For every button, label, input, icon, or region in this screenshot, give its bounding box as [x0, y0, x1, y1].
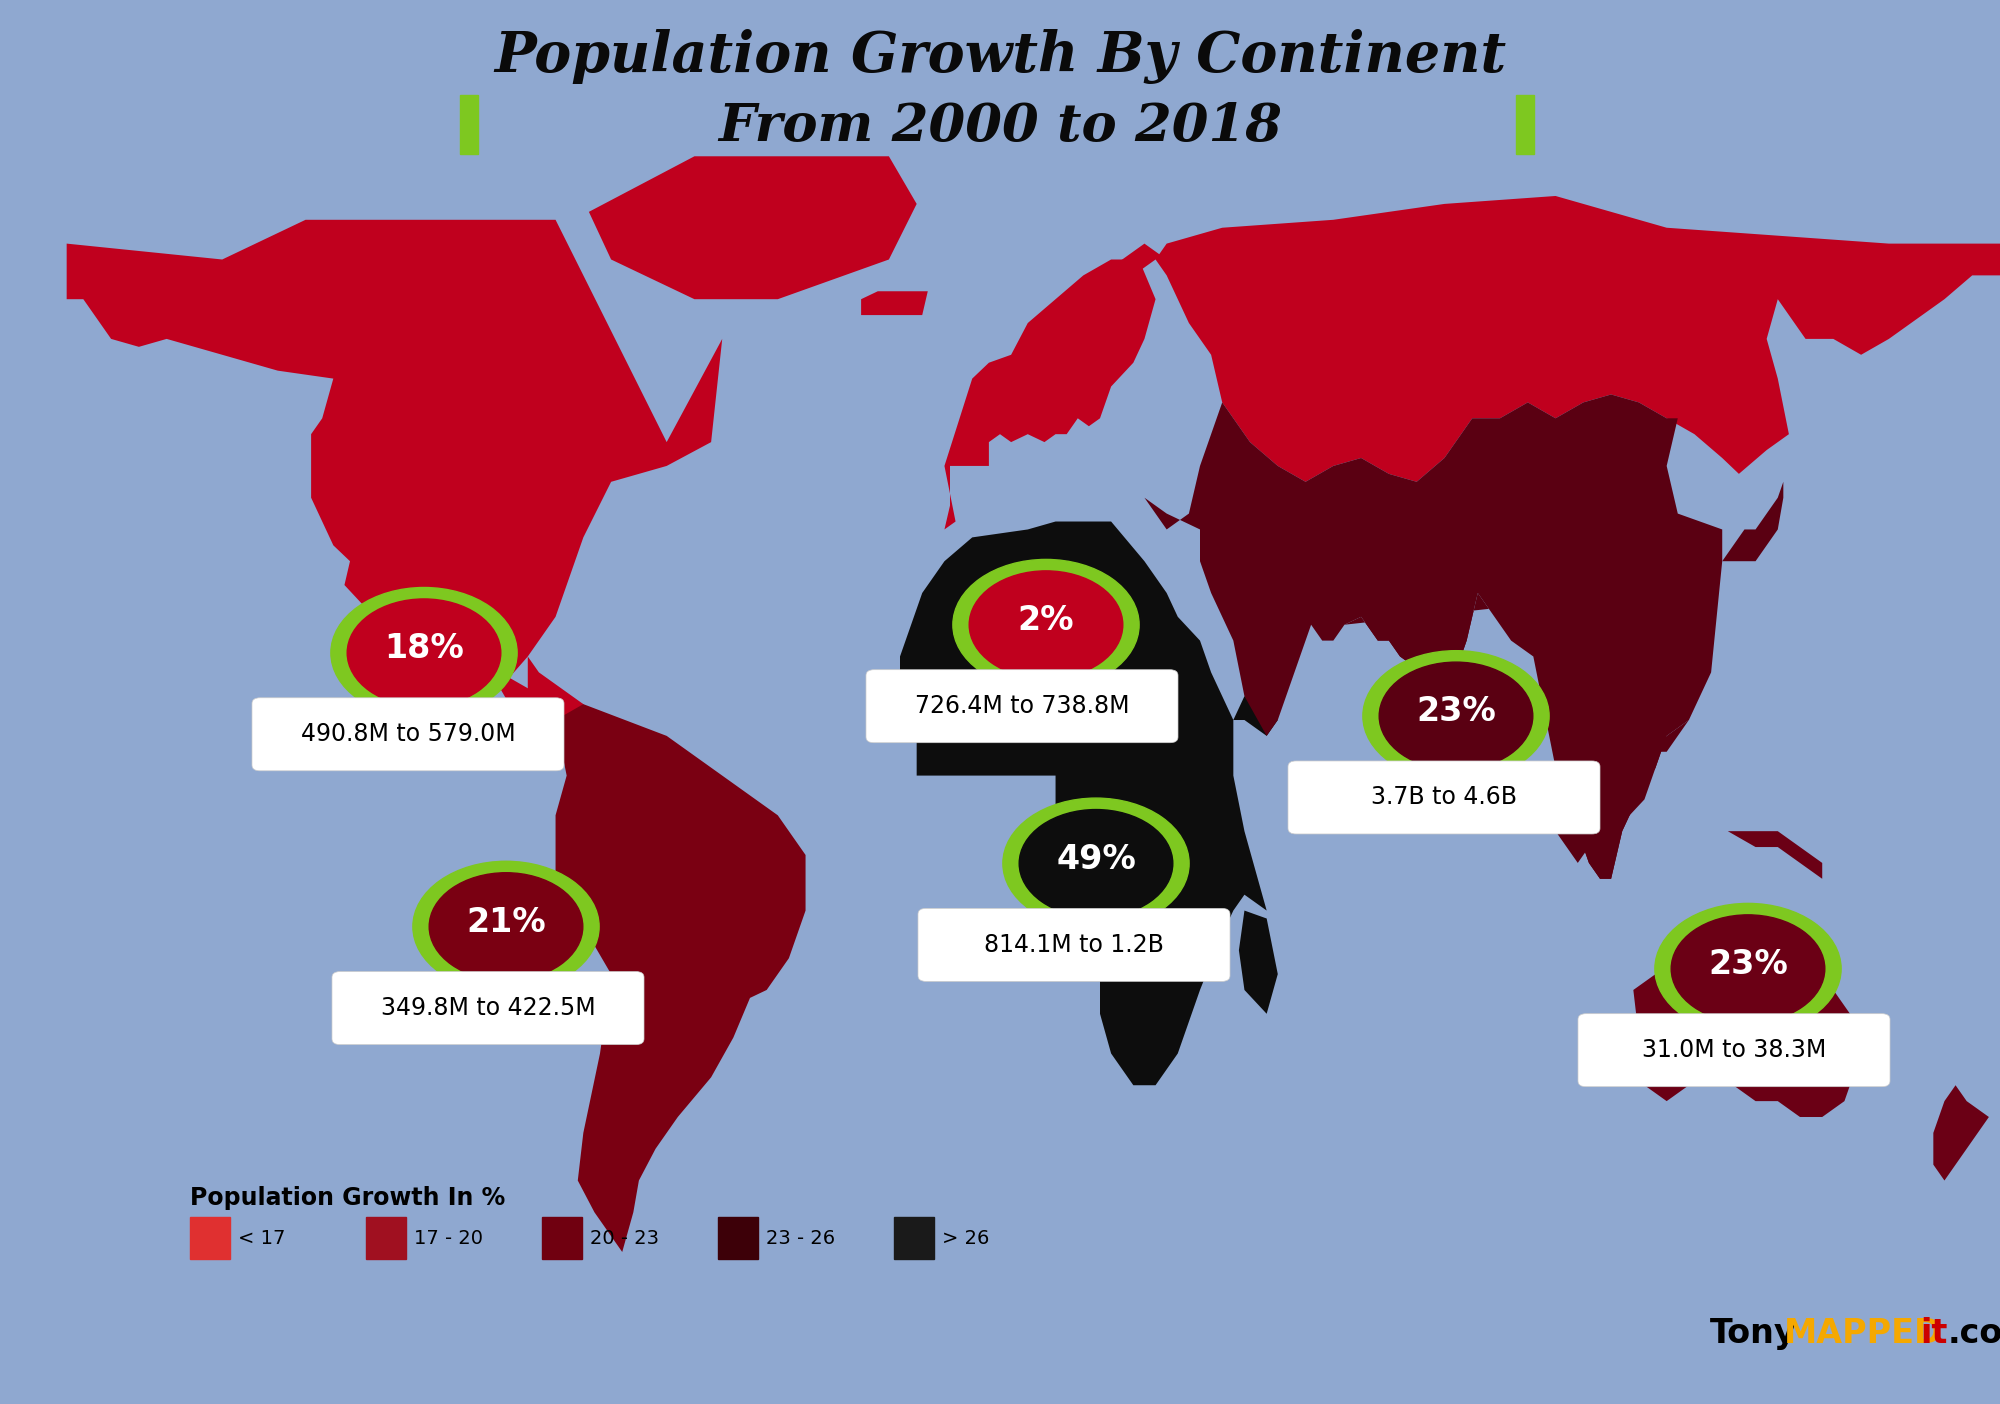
Polygon shape [66, 220, 722, 751]
Polygon shape [944, 260, 1156, 529]
Polygon shape [1444, 744, 1456, 768]
Text: 18%: 18% [384, 632, 464, 665]
Text: Tony: Tony [1710, 1317, 1796, 1351]
Polygon shape [1238, 911, 1278, 1014]
Polygon shape [1344, 592, 1488, 751]
Polygon shape [900, 521, 1278, 1085]
Text: 23%: 23% [1708, 948, 1788, 981]
Polygon shape [1644, 736, 1666, 783]
Polygon shape [588, 156, 916, 299]
Polygon shape [1600, 768, 1656, 847]
Polygon shape [1144, 395, 1722, 879]
Polygon shape [862, 291, 928, 314]
Polygon shape [1528, 775, 1588, 863]
Text: 31.0M to 38.3M: 31.0M to 38.3M [1642, 1038, 1826, 1063]
Polygon shape [528, 657, 584, 751]
Text: 17 - 20: 17 - 20 [414, 1228, 484, 1248]
Polygon shape [1656, 720, 1688, 751]
Text: 2%: 2% [1018, 604, 1074, 637]
Polygon shape [556, 705, 806, 1252]
Text: 490.8M to 579.0M: 490.8M to 579.0M [300, 722, 516, 747]
Polygon shape [1556, 768, 1644, 879]
Text: 3.7B to 4.6B: 3.7B to 4.6B [1372, 785, 1518, 810]
Text: 49%: 49% [1056, 842, 1136, 876]
Text: Population Growth By Continent: Population Growth By Continent [494, 28, 1506, 84]
Polygon shape [1028, 244, 1166, 371]
Text: 21%: 21% [466, 906, 546, 939]
Text: 20 - 23: 20 - 23 [590, 1228, 660, 1248]
Polygon shape [1722, 482, 1784, 562]
Text: < 17: < 17 [238, 1228, 286, 1248]
Polygon shape [1634, 911, 1856, 1118]
Text: 23 - 26: 23 - 26 [766, 1228, 836, 1248]
Text: Population Growth In %: Population Growth In % [190, 1185, 506, 1210]
Polygon shape [1934, 1085, 1988, 1181]
Text: 814.1M to 1.2B: 814.1M to 1.2B [984, 932, 1164, 958]
Polygon shape [1156, 197, 2000, 482]
Text: it: it [1920, 1317, 1948, 1351]
Polygon shape [1728, 831, 1822, 879]
Text: .com: .com [1948, 1317, 2000, 1351]
Text: MAPPED: MAPPED [1784, 1317, 1942, 1351]
Text: 23%: 23% [1416, 695, 1496, 729]
Text: From 2000 to 2018: From 2000 to 2018 [718, 101, 1282, 152]
Text: 726.4M to 738.8M: 726.4M to 738.8M [914, 694, 1130, 719]
Text: 349.8M to 422.5M: 349.8M to 422.5M [380, 995, 596, 1021]
Text: > 26: > 26 [942, 1228, 990, 1248]
